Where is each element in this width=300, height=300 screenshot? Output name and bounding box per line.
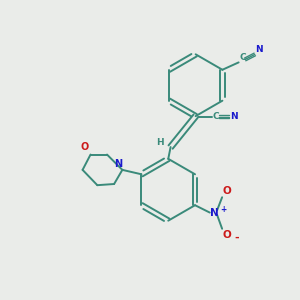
Text: N: N <box>114 159 122 169</box>
Text: O: O <box>81 142 89 152</box>
Text: O: O <box>223 186 232 196</box>
Text: O: O <box>223 230 232 240</box>
Text: H: H <box>157 138 164 147</box>
Text: -: - <box>234 232 238 242</box>
Text: N: N <box>255 45 263 54</box>
Text: N: N <box>230 112 237 121</box>
Text: C: C <box>239 53 246 62</box>
Text: C: C <box>213 112 219 121</box>
Text: +: + <box>220 205 226 214</box>
Text: N: N <box>210 208 219 218</box>
